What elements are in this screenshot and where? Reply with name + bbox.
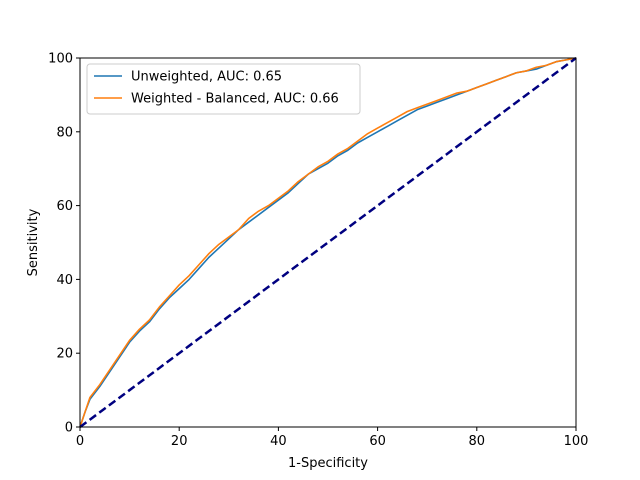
plot-lines <box>79 56 577 429</box>
y-tick-label: 0 <box>65 421 73 436</box>
x-tick-label: 100 <box>564 434 589 449</box>
y-tick-label: 40 <box>56 273 73 288</box>
y-axis-label: Sensitivity <box>26 208 41 276</box>
legend: Unweighted, AUC: 0.65 Weighted - Balanced… <box>86 63 361 115</box>
legend-entry-label: Unweighted, AUC: 0.65 <box>131 70 282 85</box>
x-tick-label: 80 <box>469 434 486 449</box>
y-axis: 0 20 40 60 80 100 <box>48 52 80 436</box>
legend-box <box>86 63 361 115</box>
chance-diagonal-line <box>79 56 577 429</box>
legend-entry-label: Weighted - Balanced, AUC: 0.66 <box>131 92 339 107</box>
x-axis-label: 1-Specificity <box>288 456 368 471</box>
y-tick-label: 80 <box>56 125 73 140</box>
x-tick-label: 20 <box>171 434 188 449</box>
x-tick-label: 0 <box>76 434 84 449</box>
x-tick-label: 40 <box>270 434 287 449</box>
y-tick-label: 20 <box>56 347 73 362</box>
y-tick-label: 100 <box>48 52 73 67</box>
y-tick-label: 60 <box>56 199 73 214</box>
x-axis: 0 20 40 60 80 100 <box>76 427 589 449</box>
series-line-1 <box>79 57 577 428</box>
axes-frame <box>79 57 577 428</box>
x-tick-label: 60 <box>369 434 386 449</box>
